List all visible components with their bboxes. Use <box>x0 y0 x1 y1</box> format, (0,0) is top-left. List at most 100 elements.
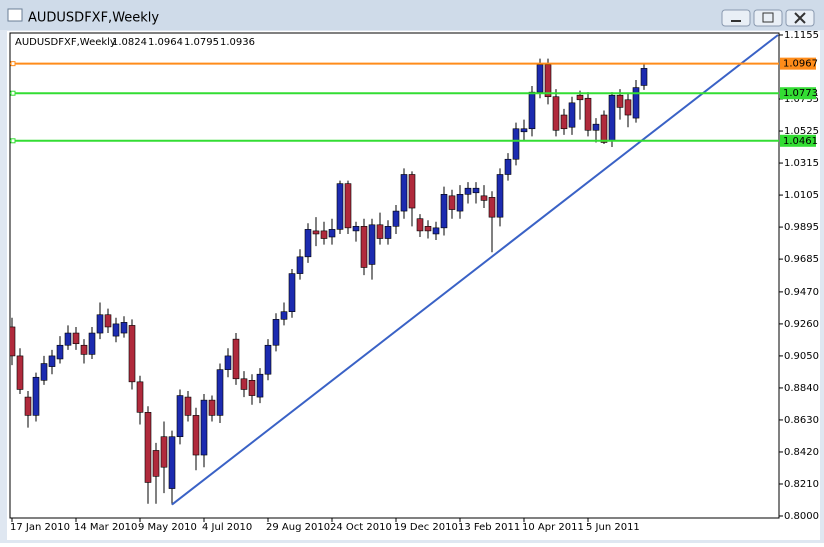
candle-body <box>40 363 48 381</box>
line-handle <box>10 138 16 144</box>
candle-body <box>624 99 632 116</box>
candle-body <box>240 378 248 390</box>
candle-body <box>80 344 88 355</box>
x-tick-label: 4 Jul 2010 <box>202 522 252 533</box>
y-tick-label: 1.0315 <box>784 158 819 169</box>
candle-body <box>264 344 272 375</box>
candle-body <box>568 102 576 128</box>
window-buttons[interactable] <box>721 9 815 27</box>
candle-body <box>600 114 608 143</box>
candle-body <box>336 183 344 230</box>
candle-body <box>128 325 136 383</box>
candle-body <box>584 97 592 131</box>
y-tick-label: 1.0105 <box>784 190 819 201</box>
chart-symbol: AUDUSDFXF,Weekly <box>15 37 116 48</box>
candle-body <box>320 230 328 239</box>
x-tick-label: 19 Dec 2010 <box>394 522 458 533</box>
candle-body <box>272 319 280 346</box>
x-tick-label: 29 Aug 2010 <box>266 522 330 533</box>
candle-body <box>408 174 416 209</box>
candle-body <box>440 194 448 229</box>
candle-body <box>160 436 168 468</box>
candle-body <box>616 94 624 108</box>
y-tick-label: 1.0735 <box>784 94 819 105</box>
candle-body <box>288 273 296 313</box>
candle-body <box>384 226 392 239</box>
candle-body <box>144 412 152 483</box>
candle-body <box>376 224 384 239</box>
price-label-bg <box>780 57 816 70</box>
candle-body <box>464 187 472 195</box>
line-handle <box>10 90 16 96</box>
candle-body <box>312 230 320 235</box>
candle-body <box>392 210 400 227</box>
y-tick-label: 0.8210 <box>784 479 819 490</box>
restore-button[interactable] <box>753 9 783 27</box>
x-tick-label: 10 Apr 2011 <box>522 522 584 533</box>
candle-body <box>280 311 288 320</box>
x-tick-label: 13 Feb 2011 <box>458 522 520 533</box>
candle-body <box>352 226 360 232</box>
candle-body <box>344 183 352 229</box>
candle-body <box>552 96 560 131</box>
candle-body <box>296 256 304 274</box>
candle-body <box>576 94 584 101</box>
candle-body <box>424 226 432 232</box>
plot-frame <box>9 32 780 519</box>
candle-body <box>224 355 232 370</box>
candle-body <box>368 224 376 265</box>
x-tick-label: 5 Jun 2011 <box>586 522 640 533</box>
candle-body <box>64 332 72 346</box>
window-title: AUDUSDFXF,Weekly <box>28 11 159 26</box>
candle-body <box>528 91 536 130</box>
candle-body <box>32 376 40 416</box>
candle-body <box>248 380 256 396</box>
candle-body <box>512 128 520 160</box>
y-tick-label: 0.8840 <box>784 383 819 394</box>
candle-body <box>104 314 112 328</box>
candle-body <box>56 344 64 360</box>
candle-body <box>136 381 144 413</box>
y-tick-label: 1.1155 <box>784 30 819 41</box>
candle-body <box>192 415 200 456</box>
x-tick-label: 24 Oct 2010 <box>330 522 392 533</box>
price-label: 1.0967 <box>783 59 818 70</box>
candle-body <box>536 64 544 93</box>
last-close: 1.0936 <box>220 37 255 48</box>
title-bar <box>0 0 824 30</box>
window-icon <box>7 8 23 22</box>
candle-body <box>88 332 96 355</box>
candle-body <box>208 399 216 416</box>
trend-line <box>171 34 779 506</box>
candle-body <box>48 355 56 367</box>
last-open: 1.0824 <box>112 37 147 48</box>
plot <box>10 34 779 506</box>
candle-body <box>416 218 424 232</box>
candle-body <box>120 322 128 334</box>
candle-body <box>24 396 32 416</box>
candle-body <box>456 194 464 212</box>
y-tick-label: 0.8420 <box>784 447 819 458</box>
candle-body <box>112 323 120 337</box>
y-tick-label: 0.9050 <box>784 351 819 362</box>
candle-body <box>472 187 480 194</box>
candle-body <box>632 87 640 119</box>
candle-body <box>168 436 176 489</box>
price-label-bg <box>780 134 816 147</box>
restore-icon <box>762 12 774 23</box>
candle-body <box>10 326 16 357</box>
x-tick-label: 17 Jan 2010 <box>10 522 70 533</box>
candle-body <box>304 229 312 258</box>
candle-body <box>216 369 224 416</box>
candle-body <box>328 229 336 238</box>
candle-body <box>592 123 600 131</box>
y-tick-label: 0.9470 <box>784 287 819 298</box>
candle-body <box>520 128 528 133</box>
minimize-button[interactable] <box>721 9 751 27</box>
price-label: 1.0461 <box>783 136 818 147</box>
candle-body <box>488 197 496 218</box>
candle-body <box>152 450 160 477</box>
candle-body <box>176 395 184 438</box>
candle-body <box>16 355 24 390</box>
